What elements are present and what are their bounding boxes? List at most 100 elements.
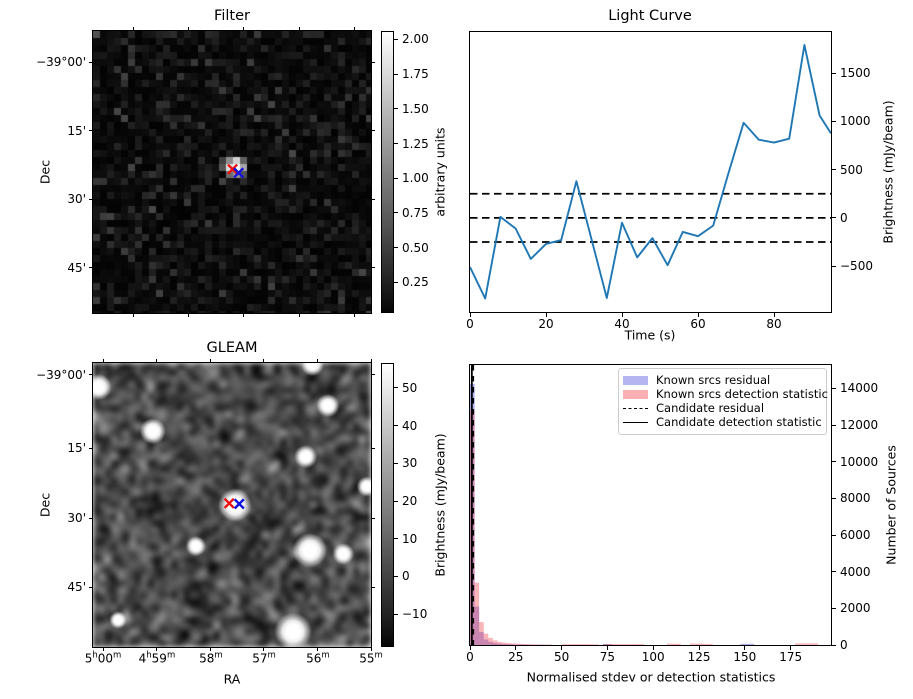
gleam-xlabel-ra: RA	[223, 671, 241, 687]
filter-blue-x-marker	[233, 167, 245, 179]
tick-mark	[394, 575, 398, 577]
tick-mark	[371, 517, 375, 519]
tick-mark	[394, 500, 398, 502]
tick-mark	[188, 313, 190, 317]
tick-mark	[263, 647, 265, 651]
filter-dec-tick-label: −39°00'	[36, 55, 86, 70]
tick-mark	[394, 73, 398, 75]
filter-dec-tick-label: 15'	[67, 123, 86, 138]
gleam-colorbar	[381, 363, 394, 647]
stat-tick-label: 175	[779, 650, 803, 664]
brightness-tick-label: 1000	[840, 114, 871, 129]
count-tick-label: 0	[840, 638, 848, 652]
colorbar-tick-label: 0.25	[402, 275, 429, 290]
legend-label: Candidate detection statistic	[656, 415, 822, 429]
tick-mark	[371, 198, 375, 200]
colorbar-tick-label: 1.00	[402, 171, 429, 186]
gleam-axes-frame	[92, 362, 372, 648]
tick-mark	[371, 130, 375, 132]
tick-mark	[243, 27, 245, 31]
gleam-marker-overlay	[223, 497, 245, 510]
colorbar-tick-label: 1.25	[402, 136, 429, 151]
gleam-dec-tick-label: 30'	[67, 511, 86, 526]
tick-mark	[298, 313, 300, 317]
tick-mark	[394, 425, 398, 427]
tick-mark	[298, 27, 300, 31]
count-tick-label: 2000	[840, 601, 871, 616]
tick-mark	[832, 424, 836, 426]
tick-mark	[773, 313, 775, 317]
filter-red-x-marker	[227, 163, 239, 175]
time-tick-label: 60	[690, 317, 706, 331]
tick-mark	[354, 27, 356, 31]
gleam-blue-x-marker	[233, 498, 245, 510]
tick-mark	[394, 462, 398, 464]
gleam-ra-tick-label: 56m	[306, 650, 330, 666]
tick-mark	[371, 61, 375, 63]
tick-mark	[394, 538, 398, 540]
tick-mark	[89, 374, 93, 376]
light-curve-title: Light Curve	[608, 8, 692, 24]
tick-mark	[243, 313, 245, 317]
gleam-ra-tick-label: 55m	[359, 650, 383, 666]
gleam-colorbar-label: Brightness (mJy/beam)	[432, 433, 448, 577]
legend-item-candidate-detection: Candidate detection statistic	[623, 415, 822, 429]
tick-mark	[394, 212, 398, 214]
colorbar-tick-label: 10	[402, 531, 418, 546]
tick-mark	[652, 646, 654, 650]
gleam-dec-tick-label: 15'	[67, 441, 86, 456]
tick-mark	[370, 647, 372, 651]
tick-mark	[832, 72, 836, 74]
tick-mark	[832, 571, 836, 573]
brightness-tick-label: 0	[840, 210, 848, 225]
tick-mark	[832, 461, 836, 463]
tick-mark	[102, 359, 104, 363]
tick-mark	[89, 130, 93, 132]
gleam-dec-tick-label: 45'	[67, 580, 86, 595]
filter-axes-frame	[92, 30, 372, 314]
tick-mark	[832, 120, 836, 122]
stat-tick-label: 100	[641, 650, 665, 664]
colorbar-tick-label: 1.50	[402, 101, 429, 116]
tick-mark	[744, 646, 746, 650]
solid-line-sample	[623, 422, 648, 423]
colorbar-tick-label: 0	[402, 569, 410, 584]
tick-mark	[469, 313, 471, 317]
tick-mark	[832, 387, 836, 389]
tick-mark	[697, 313, 699, 317]
tick-mark	[156, 359, 158, 363]
colorbar-tick-label: −10	[402, 607, 428, 622]
tick-mark	[698, 646, 700, 650]
tick-mark	[394, 143, 398, 145]
count-tick-label: 10000	[840, 454, 879, 469]
colorbar-tick-label: 30	[402, 456, 418, 471]
count-tick-label: 12000	[840, 418, 879, 433]
tick-mark	[210, 647, 212, 651]
tick-mark	[394, 387, 398, 389]
histogram-axes-frame	[469, 364, 832, 646]
light-curve-axes-frame	[469, 31, 832, 313]
gleam-ylabel-dec: Dec	[37, 492, 53, 518]
stat-tick-label: 75	[599, 650, 616, 664]
tick-mark	[832, 607, 836, 609]
tick-mark	[132, 27, 134, 31]
tick-mark	[469, 646, 471, 650]
time-tick-label: 20	[538, 317, 554, 331]
light-curve-xlabel: Time (s)	[624, 327, 676, 343]
filter-noise-image	[93, 31, 371, 313]
tick-mark	[606, 646, 608, 650]
tick-mark	[156, 647, 158, 651]
tick-mark	[371, 586, 375, 588]
tick-mark	[832, 497, 836, 499]
tick-mark	[394, 177, 398, 179]
tick-mark	[370, 359, 372, 363]
tick-mark	[394, 247, 398, 249]
tick-mark	[317, 359, 319, 363]
tick-mark	[371, 447, 375, 449]
legend-label: Candidate residual	[656, 401, 765, 415]
tick-mark	[188, 27, 190, 31]
histogram-plot	[470, 365, 819, 645]
colorbar-tick-label: 2.00	[402, 32, 429, 47]
colorbar-tick-label: 0.75	[402, 205, 429, 220]
